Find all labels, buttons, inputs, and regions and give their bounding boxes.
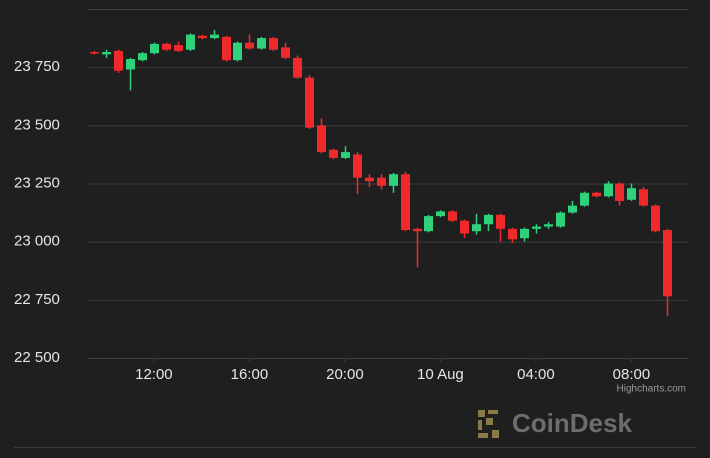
candle-body	[401, 174, 410, 231]
candle-body	[568, 205, 577, 213]
candle-body	[210, 34, 219, 39]
candle-body	[448, 211, 457, 221]
candle-body	[436, 211, 445, 217]
x-tick-label: 10 Aug	[417, 366, 464, 383]
x-tick-label: 20:00	[326, 366, 364, 383]
candle-body	[353, 154, 362, 178]
candle-body	[102, 52, 111, 55]
candle-body	[174, 45, 183, 51]
credits: Highcharts.com	[617, 384, 686, 395]
candle-body	[604, 183, 613, 197]
y-tick-label: 23 500	[14, 116, 60, 133]
candle-body	[317, 125, 326, 153]
x-tick-label: 04:00	[517, 366, 555, 383]
y-tick-label: 23 000	[14, 233, 60, 250]
watermark-logo	[478, 410, 499, 438]
candle-body	[245, 42, 254, 49]
logo-block	[492, 430, 499, 438]
candle-body	[198, 35, 207, 39]
candle-body	[556, 212, 565, 227]
candle-body	[281, 47, 290, 58]
candle-body	[472, 224, 481, 232]
candle-body	[233, 42, 242, 61]
candle-body	[365, 177, 374, 182]
x-tick-label: 16:00	[231, 366, 269, 383]
candle-body	[126, 59, 135, 70]
candle-body	[341, 152, 350, 158]
candle-body	[377, 177, 386, 186]
candle-body	[639, 189, 648, 206]
candles	[90, 29, 672, 317]
candle-body	[544, 224, 553, 227]
candle-body	[90, 52, 99, 54]
candle-body	[389, 174, 398, 186]
logo-block	[488, 410, 498, 414]
candle-body	[222, 36, 231, 61]
candle-body	[663, 230, 672, 297]
y-tick-label: 23 750	[14, 58, 60, 75]
watermark: CoinDesk	[512, 408, 632, 438]
logo-block	[478, 410, 485, 417]
candle-body	[627, 188, 636, 200]
candle-body	[592, 192, 601, 197]
candle-body	[329, 149, 338, 158]
candle-body	[615, 183, 624, 201]
candle-body	[269, 38, 278, 50]
candle-body	[305, 77, 314, 128]
candle-body	[186, 34, 195, 50]
y-tick-label: 22 500	[14, 349, 60, 366]
logo-block	[478, 420, 482, 430]
candle-body	[520, 228, 529, 239]
candle-body	[460, 220, 469, 234]
y-tick-label: 22 750	[14, 291, 60, 308]
candle-body	[484, 214, 493, 225]
candle-body	[413, 228, 422, 232]
x-tick-label: 12:00	[135, 366, 173, 383]
candle-body	[424, 216, 433, 232]
logo-block	[486, 418, 493, 425]
candle-body	[293, 57, 302, 78]
logo-block	[478, 433, 488, 438]
x-tick-label: 08:00	[613, 366, 651, 383]
y-tick-label: 23 250	[14, 174, 60, 191]
candle-body	[150, 43, 159, 54]
candle-body	[138, 53, 147, 61]
candle-body	[651, 205, 660, 232]
candle-body	[532, 226, 541, 229]
candle-body	[580, 192, 589, 206]
candle-body	[162, 43, 171, 50]
candle-body	[508, 228, 517, 240]
candle-body	[114, 50, 123, 71]
candle-body	[257, 38, 266, 49]
candle-body	[496, 214, 505, 229]
